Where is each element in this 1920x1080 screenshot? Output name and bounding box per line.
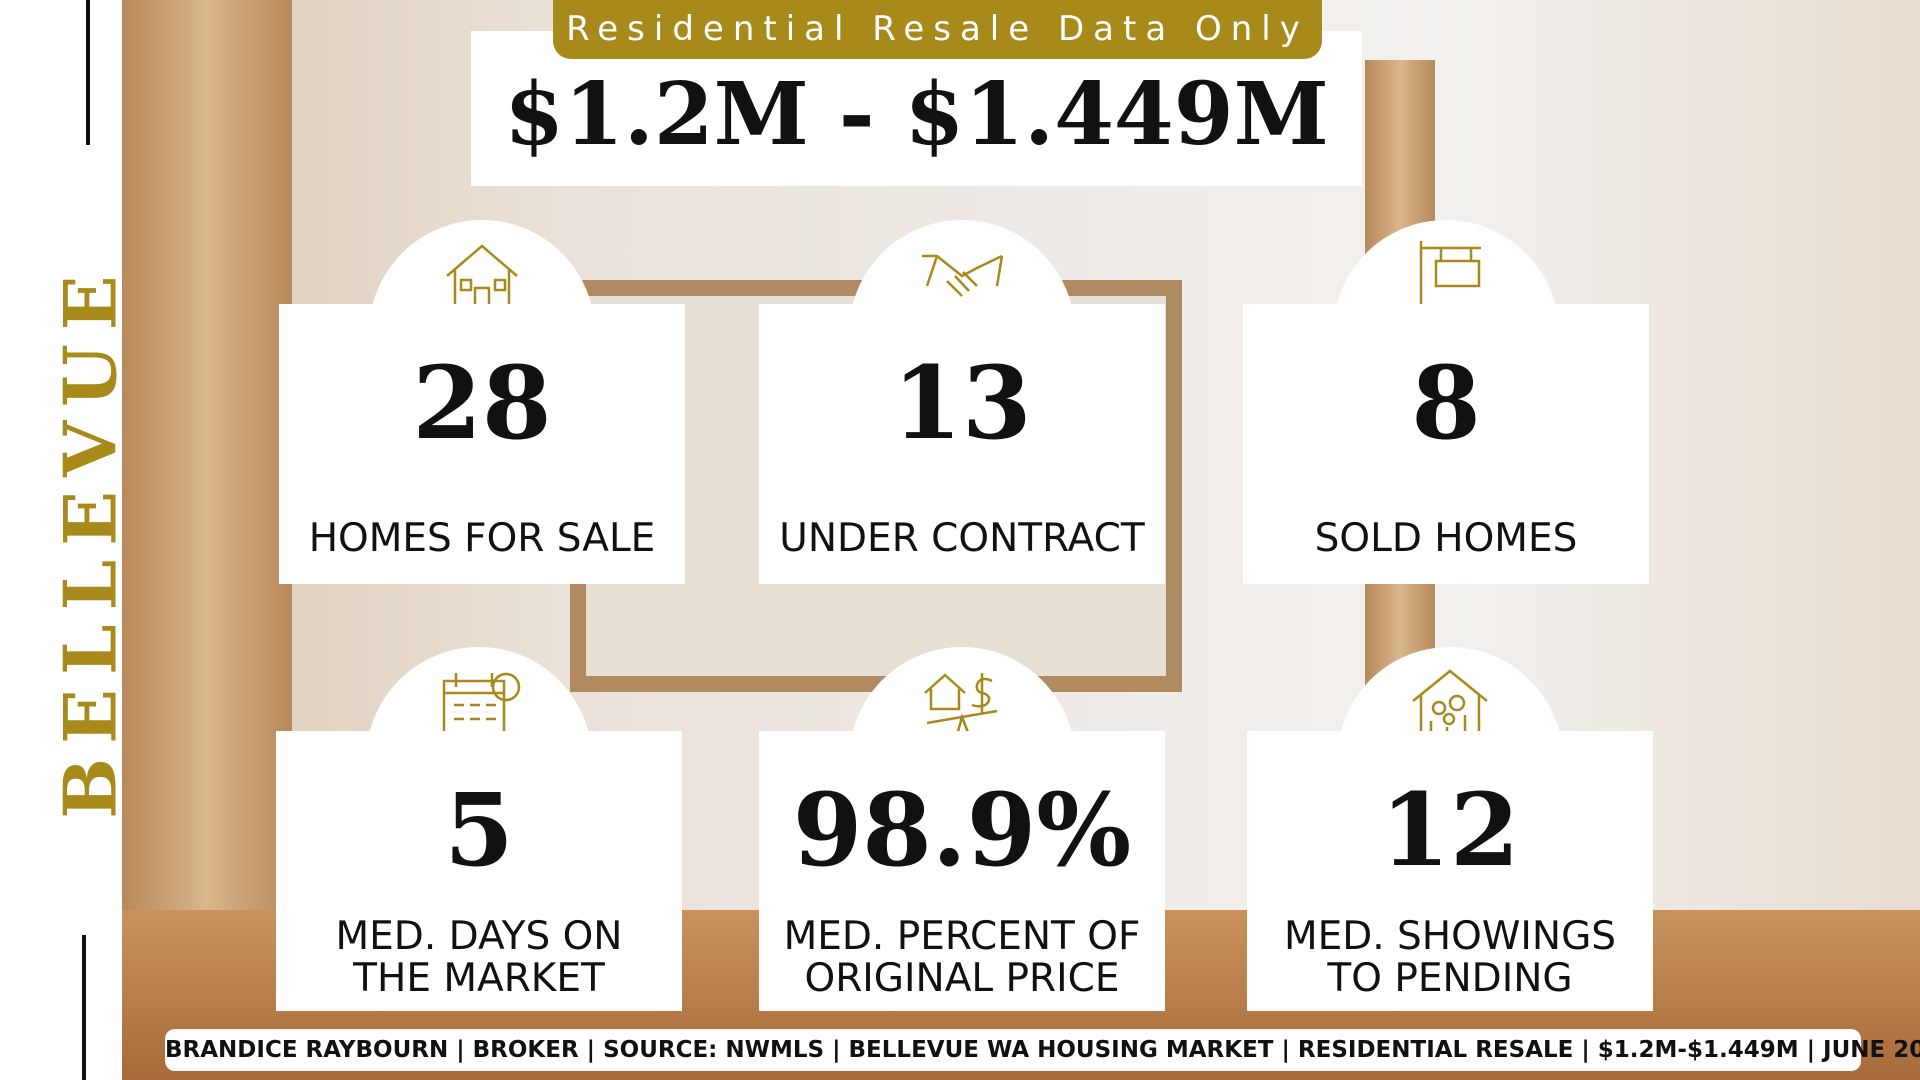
stat-card: 8 SOLD HOMES <box>1243 304 1649 584</box>
stat-label: SOLD HOMES <box>1314 516 1578 561</box>
rule <box>86 0 90 145</box>
footer: BRANDICE RAYBOURN | BROKER | SOURCE: NWM… <box>165 1029 1920 1071</box>
wood-beam <box>122 0 292 1080</box>
card-icon <box>917 236 1007 316</box>
stat-label: MED. DAYS ON <box>335 914 623 959</box>
side-strip <box>0 0 122 1080</box>
price-range: $1.2M - $1.449M <box>504 64 1329 165</box>
stat-value: 28 <box>412 344 552 462</box>
stat-value: 13 <box>892 344 1032 462</box>
rule <box>82 935 86 1080</box>
stat-label: THE MARKET <box>353 956 605 1001</box>
stat-card: 12 MED. SHOWINGS TO PENDING <box>1247 731 1653 1011</box>
stat-label: UNDER CONTRACT <box>779 516 1145 561</box>
stat-label: HOMES FOR SALE <box>308 516 656 561</box>
stat-card: 28 HOMES FOR SALE <box>279 304 685 584</box>
stat-card: 13 UNDER CONTRACT <box>759 304 1165 584</box>
icon <box>442 672 521 740</box>
header-tag: Residential Resale Data Only <box>553 0 1322 59</box>
icon <box>922 254 1004 297</box>
stat-card: 5 MED. DAYS ON THE MARKET <box>276 731 682 1011</box>
stat-value: 5 <box>444 771 514 889</box>
card-icon <box>434 663 524 743</box>
stat-label: ORIGINAL PRICE <box>804 956 1120 1001</box>
stat-value: 98.9% <box>792 771 1132 889</box>
stat-label: TO PENDING <box>1327 956 1573 1001</box>
stat-card: 98.9% MED. PERCENT OF ORIGINAL PRICE <box>759 731 1165 1011</box>
side-title: BELLEVUE <box>47 261 133 819</box>
stat-value: 8 <box>1411 344 1481 462</box>
stat-label: MED. PERCENT OF <box>783 914 1141 959</box>
stat-value: 12 <box>1380 771 1520 889</box>
stat-label: MED. SHOWINGS <box>1283 914 1617 959</box>
